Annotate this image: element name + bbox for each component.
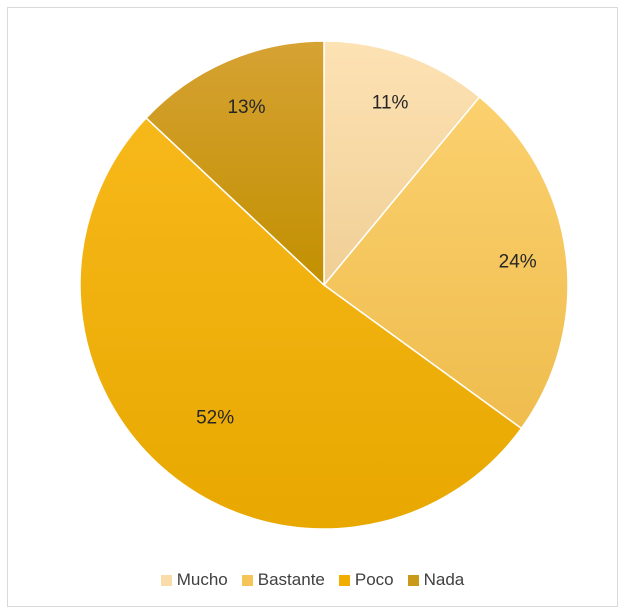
legend-item-bastante: Bastante xyxy=(241,570,325,590)
legend-label-bastante: Bastante xyxy=(257,570,325,589)
legend-item-mucho: Mucho xyxy=(160,570,228,590)
legend-swatch-bastante xyxy=(241,574,253,586)
legend-swatch-poco xyxy=(338,574,350,586)
legend-label-poco: Poco xyxy=(354,570,394,589)
data-label-mucho: 11% xyxy=(372,92,409,113)
data-label-bastante: 24% xyxy=(499,252,537,273)
pie-slice-nada xyxy=(145,40,325,287)
legend-swatch-mucho xyxy=(160,574,172,586)
legend-swatch-nada xyxy=(407,574,419,586)
pie-slice-mucho xyxy=(323,40,481,288)
data-label-poco: 52% xyxy=(196,408,234,429)
pie-slice-bastante xyxy=(322,95,569,430)
pie-slice-poco xyxy=(79,116,523,530)
legend-item-poco: Poco xyxy=(338,570,394,590)
data-label-nada: 13% xyxy=(227,97,265,118)
legend-label-nada: Nada xyxy=(423,570,465,589)
legend-item-nada: Nada xyxy=(407,570,465,590)
legend-label-mucho: Mucho xyxy=(176,570,228,589)
legend: Mucho Bastante Poco Nada xyxy=(0,568,625,592)
